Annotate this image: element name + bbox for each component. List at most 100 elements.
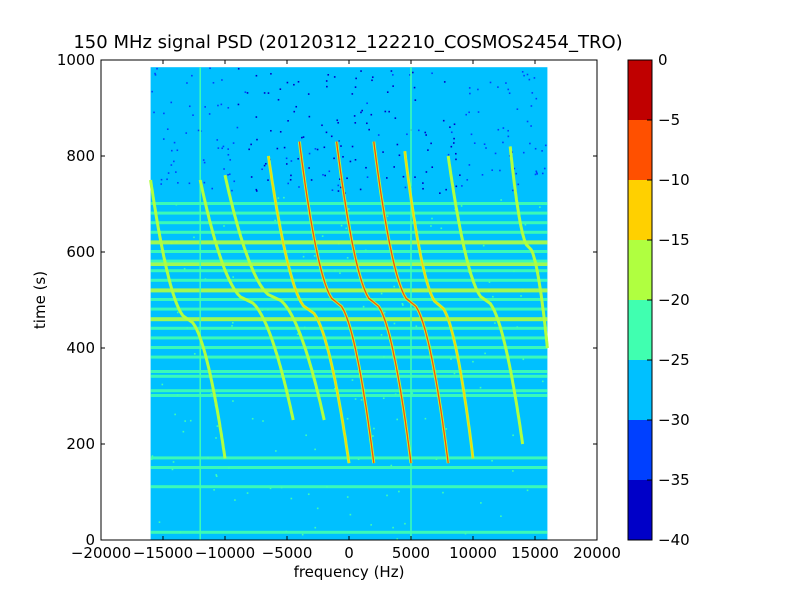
noise-pixel <box>237 67 240 70</box>
noise-pixel <box>215 437 217 439</box>
noise-pixel <box>528 78 531 81</box>
noise-pixel <box>466 179 469 181</box>
noise-pixel <box>248 148 250 151</box>
noise-pixel <box>209 67 211 70</box>
noise-pixel <box>231 189 233 192</box>
chart-title: 150 MHz signal PSD (20120312_122210_COSM… <box>73 32 622 53</box>
noise-pixel <box>307 493 310 496</box>
horizontal-band <box>150 530 548 534</box>
noise-pixel <box>522 151 525 154</box>
noise-pixel <box>340 224 343 227</box>
noise-pixel <box>502 127 505 129</box>
noise-pixel <box>422 187 424 190</box>
y-tick-label: 0 <box>85 531 95 549</box>
noise-pixel <box>328 170 331 173</box>
noise-pixel <box>354 86 357 88</box>
noise-pixel <box>535 97 538 100</box>
noise-pixel <box>492 295 494 298</box>
noise-pixel <box>524 223 527 226</box>
noise-pixel <box>424 417 427 420</box>
noise-pixel <box>430 225 432 227</box>
noise-pixel <box>386 215 389 217</box>
noise-pixel <box>425 134 427 136</box>
y-axis: 0 200 400 600 800 1000 <box>57 51 597 549</box>
noise-pixel <box>279 88 282 90</box>
noise-pixel <box>447 153 450 156</box>
noise-pixel <box>223 168 225 170</box>
noise-pixel <box>189 419 192 422</box>
noise-pixel <box>396 418 399 421</box>
noise-pixel <box>535 171 538 174</box>
noise-pixel <box>231 325 233 327</box>
noise-pixel <box>340 145 342 147</box>
colorbar-tick-label: −40 <box>658 531 690 549</box>
noise-pixel <box>270 72 272 75</box>
noise-pixel <box>289 178 292 181</box>
heatmap-plot <box>149 67 549 540</box>
noise-pixel <box>513 167 516 170</box>
noise-pixel <box>171 468 174 471</box>
noise-pixel <box>485 147 487 149</box>
noise-pixel <box>449 126 451 128</box>
noise-pixel <box>346 417 349 420</box>
noise-pixel <box>346 177 348 180</box>
noise-pixel <box>345 227 348 230</box>
noise-pixel <box>202 159 205 161</box>
noise-pixel <box>508 92 511 95</box>
noise-pixel <box>422 182 424 184</box>
noise-pixel <box>330 135 333 138</box>
noise-pixel <box>384 110 387 113</box>
noise-pixel <box>203 181 206 184</box>
noise-pixel <box>277 98 280 101</box>
noise-pixel <box>227 107 230 109</box>
noise-pixel <box>455 185 458 188</box>
noise-pixel <box>274 219 276 222</box>
noise-pixel <box>166 128 169 131</box>
noise-pixel <box>302 136 305 138</box>
noise-pixel <box>445 188 447 191</box>
noise-pixel <box>361 109 363 112</box>
noise-pixel <box>255 190 258 192</box>
noise-pixel <box>401 302 404 305</box>
horizontal-band <box>150 278 548 282</box>
noise-pixel <box>346 256 349 259</box>
horizontal-band <box>150 374 548 378</box>
noise-pixel <box>295 105 298 108</box>
noise-pixel <box>342 155 344 158</box>
horizontal-band <box>150 240 548 245</box>
noise-pixel <box>402 304 404 306</box>
noise-pixel <box>188 182 191 185</box>
noise-pixel <box>174 413 176 416</box>
noise-pixel <box>267 179 269 181</box>
y-tick-label: 200 <box>66 435 95 453</box>
noise-pixel <box>530 105 533 107</box>
noise-pixel <box>322 173 324 176</box>
noise-pixel <box>170 101 173 104</box>
noise-pixel <box>442 491 444 494</box>
noise-pixel <box>372 435 374 437</box>
noise-pixel <box>173 160 175 163</box>
signal-track <box>267 155 350 464</box>
noise-pixel <box>160 183 163 185</box>
noise-pixel <box>521 71 524 73</box>
noise-pixel <box>203 161 206 164</box>
noise-pixel <box>217 104 219 107</box>
noise-pixel <box>234 499 236 501</box>
noise-pixel <box>285 163 288 165</box>
noise-pixel <box>534 173 537 176</box>
y-tick-label: 800 <box>66 147 95 165</box>
x-tick-label: −10000 <box>195 544 255 562</box>
noise-pixel <box>366 176 369 178</box>
noise-pixel <box>173 141 176 144</box>
noise-pixel <box>351 379 354 381</box>
x-tick-label: −5000 <box>262 544 313 562</box>
noise-pixel <box>439 192 441 194</box>
colorbar-tick-label: −25 <box>658 351 690 369</box>
x-tick-label: 10000 <box>449 544 497 562</box>
noise-pixel <box>479 386 482 389</box>
noise-pixel <box>354 122 357 124</box>
noise-pixel <box>477 111 480 113</box>
noise-pixel <box>461 185 463 187</box>
noise-pixel <box>512 470 514 472</box>
noise-pixel <box>406 133 408 136</box>
